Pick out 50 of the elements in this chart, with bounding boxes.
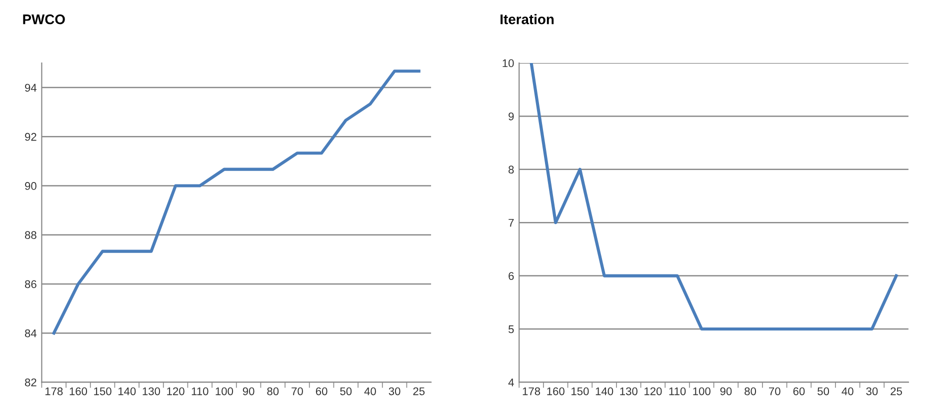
x-tick-label: 140 xyxy=(118,387,136,396)
chart-title: Iteration xyxy=(500,14,554,24)
x-tick-label: 160 xyxy=(70,387,88,396)
x-tick-label: 100 xyxy=(216,387,234,396)
x-tick-label: 110 xyxy=(192,387,208,396)
x-tick-label: 140 xyxy=(596,387,614,396)
x-tick-label: 25 xyxy=(413,387,425,396)
x-tick-label: 40 xyxy=(364,387,376,396)
x-tick-label: 60 xyxy=(316,387,328,396)
x-tick-label: 80 xyxy=(744,387,756,396)
y-tick-label: 84 xyxy=(24,329,37,338)
x-tick-label: 50 xyxy=(818,387,830,396)
x-tick-label: 120 xyxy=(167,387,184,396)
x-tick-label: 120 xyxy=(644,387,662,396)
y-tick-label: 5 xyxy=(508,325,514,334)
y-tick-label: 90 xyxy=(25,182,36,190)
x-tick-label: 150 xyxy=(572,387,589,396)
x-tick-label: 30 xyxy=(388,387,400,396)
y-tick-label: 82 xyxy=(24,378,36,386)
x-tick-label: 160 xyxy=(547,387,564,396)
y-tick-label: 86 xyxy=(24,280,36,288)
y-tick-label: 10 xyxy=(502,59,514,68)
y-tick-label: 92 xyxy=(25,132,36,141)
x-tick-label: 80 xyxy=(267,387,279,396)
x-tick-label: 178 xyxy=(45,387,63,396)
y-tick-label: 94 xyxy=(25,84,37,92)
y-tick-label: 7 xyxy=(508,218,514,227)
chart-title: PWCO xyxy=(23,14,65,24)
y-tick-label: 88 xyxy=(24,231,36,240)
x-tick-label: 25 xyxy=(890,387,902,396)
x-tick-label: 90 xyxy=(720,387,732,396)
y-tick-label: 4 xyxy=(508,378,514,386)
y-tick-label: 9 xyxy=(508,112,514,120)
x-tick-label: 90 xyxy=(242,387,254,396)
line-series xyxy=(52,70,420,335)
x-tick-label: 130 xyxy=(620,387,638,396)
x-tick-label: 130 xyxy=(142,387,160,396)
x-tick-label: 30 xyxy=(866,387,878,396)
x-tick-label: 100 xyxy=(693,387,710,396)
x-tick-label: 110 xyxy=(669,387,686,396)
line-series xyxy=(530,63,898,331)
x-tick-label: 60 xyxy=(793,387,805,396)
x-tick-label: 178 xyxy=(522,387,540,396)
x-tick-label: 40 xyxy=(842,387,854,396)
x-tick-label: 150 xyxy=(94,387,112,396)
x-tick-label: 70 xyxy=(769,387,780,396)
x-tick-label: 70 xyxy=(292,387,303,396)
y-tick-label: 6 xyxy=(508,272,514,280)
y-tick-label: 8 xyxy=(508,166,514,174)
x-tick-label: 50 xyxy=(340,387,352,396)
